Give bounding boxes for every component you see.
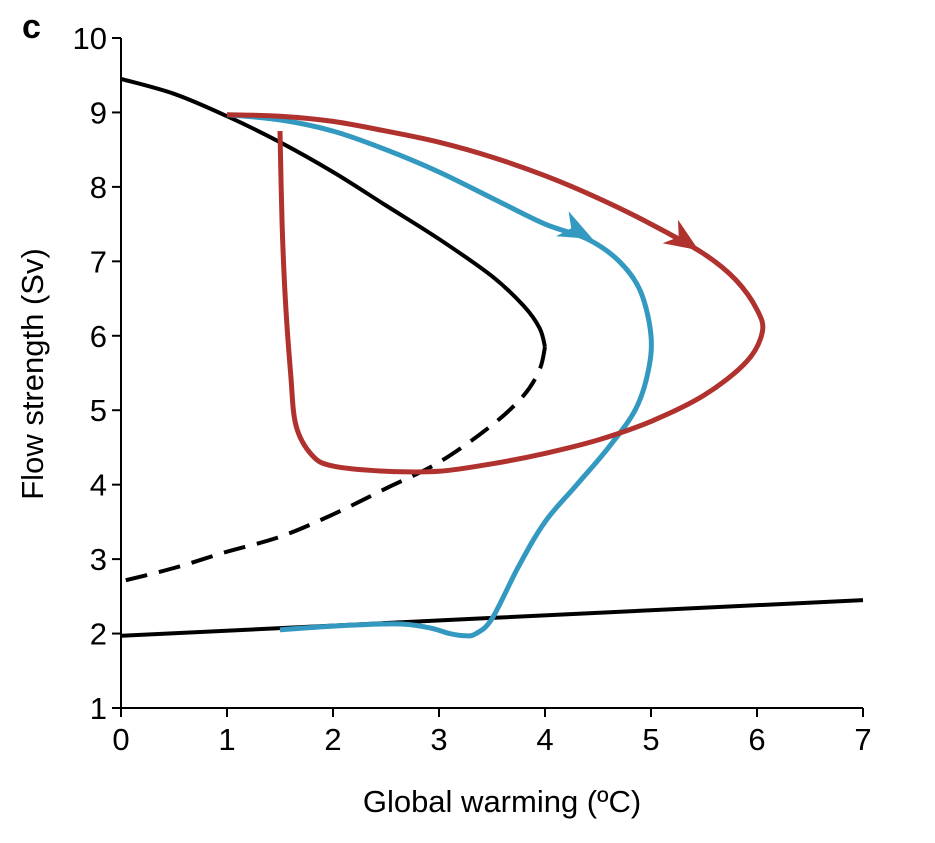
- y-axis-title: Flow strength (Sv): [15, 248, 50, 500]
- x-tick-label: 3: [430, 722, 447, 757]
- series-line-red-trajectory: [226, 112, 766, 475]
- y-tick-label: 7: [90, 244, 107, 279]
- y-tick-label: 9: [90, 95, 107, 130]
- x-axis-title: Global warming (ºC): [363, 784, 641, 819]
- x-tick-label: 6: [748, 722, 765, 757]
- x-tick-label: 5: [642, 722, 659, 757]
- arrowhead-blue-trajectory: [556, 211, 593, 239]
- y-tick-label: 6: [90, 319, 107, 354]
- panel-label: c: [22, 8, 41, 46]
- curves: [120, 76, 864, 639]
- y-tick-label: 2: [90, 617, 107, 652]
- y-tick-label: 5: [90, 393, 107, 428]
- x-tick-label: 1: [218, 722, 235, 757]
- y-tick-label: 10: [73, 21, 107, 56]
- x-tick-label: 4: [536, 722, 553, 757]
- x-tick-label: 2: [324, 722, 341, 757]
- y-tick-label: 8: [90, 170, 107, 205]
- x-tick-label: 7: [854, 722, 871, 757]
- arrowhead-red-trajectory: [662, 219, 699, 251]
- y-tick-label: 4: [90, 468, 107, 503]
- y-tick-label: 3: [90, 542, 107, 577]
- y-tick-label: 1: [90, 691, 107, 726]
- series-line-blue-trajectory: [226, 112, 654, 639]
- series-line-unstable: [120, 346, 547, 584]
- x-tick-label: 0: [112, 722, 129, 757]
- series-line-upper-stable: [120, 76, 547, 348]
